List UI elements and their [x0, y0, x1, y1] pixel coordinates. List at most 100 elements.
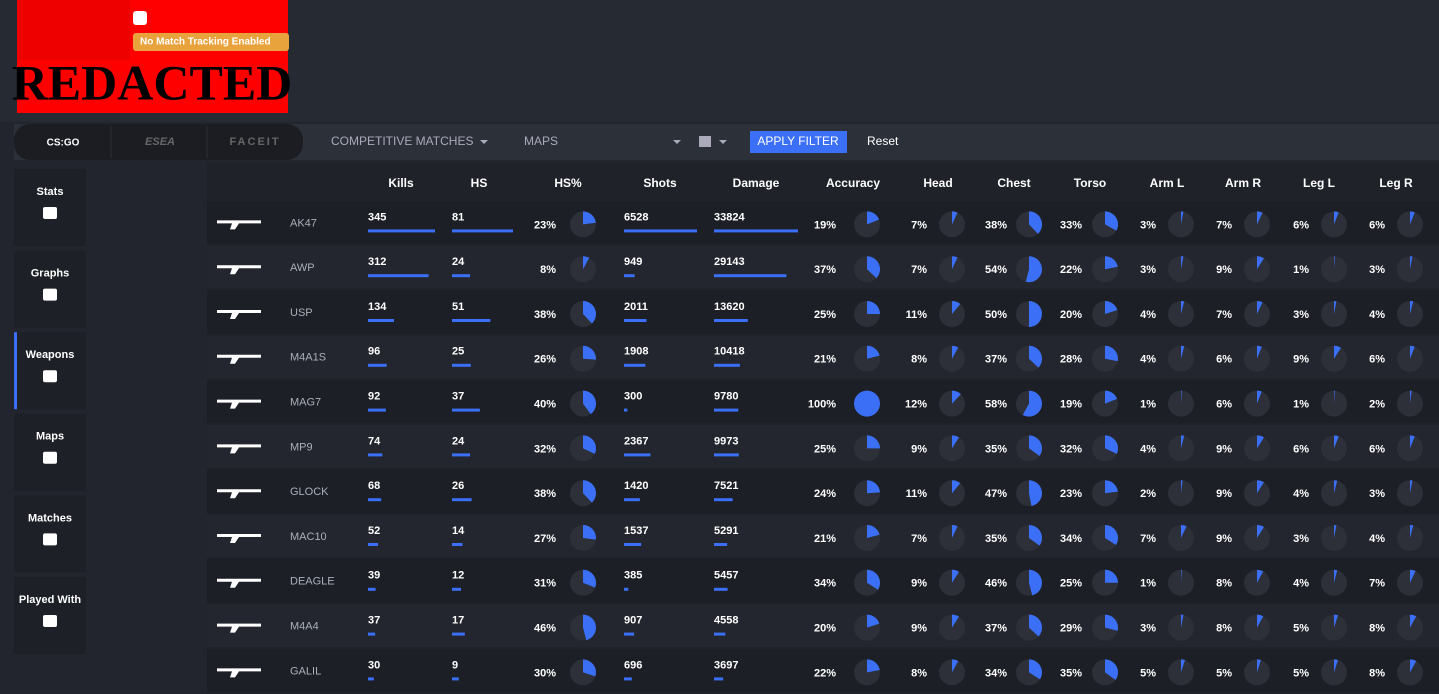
tracking-badge[interactable] — [133, 33, 289, 51]
cell-value: 1420 — [624, 480, 648, 492]
pie-slice — [1334, 525, 1337, 538]
cell-percent: 19% — [814, 219, 836, 231]
cell-bar — [452, 363, 471, 367]
cell-percent: 37% — [985, 623, 1007, 635]
column-header: Arm L — [1150, 176, 1185, 190]
cell-percent: 9% — [911, 443, 927, 455]
cell-percent: 8% — [1369, 623, 1385, 635]
cell-percent: 28% — [1060, 354, 1082, 366]
cell-bar — [368, 363, 387, 367]
pie-slice — [1105, 614, 1118, 631]
pie-slice — [583, 569, 597, 588]
cell-value: 345 — [368, 211, 386, 223]
nav-icon — [43, 288, 57, 301]
cell-bar — [624, 587, 629, 591]
pie-slice — [1022, 390, 1043, 417]
cell-percent: 40% — [534, 399, 556, 411]
reset-button[interactable]: Reset — [867, 134, 899, 148]
cell-value: 52 — [368, 525, 380, 537]
cell-value: 33824 — [714, 211, 745, 223]
column-header: Leg L — [1303, 176, 1335, 190]
column-header: Damage — [733, 176, 780, 190]
tab-faceit[interactable]: FACEIT — [229, 136, 280, 148]
pie-slice — [1334, 256, 1335, 270]
cell-percent: 1% — [1293, 399, 1309, 411]
cell-percent: 20% — [1060, 309, 1082, 321]
cell-value: 7521 — [714, 480, 738, 492]
weapon-icon — [217, 310, 261, 319]
cell-percent: 27% — [534, 533, 556, 545]
cell-percent: 11% — [906, 309, 928, 321]
cell-bar — [714, 677, 724, 681]
nav-label: Weapons — [26, 349, 75, 361]
nav-icon — [43, 615, 57, 627]
nav-label: Maps — [36, 431, 64, 443]
pie-slice — [867, 256, 881, 279]
cell-value: 24 — [452, 435, 465, 447]
cell-bar — [368, 677, 374, 681]
cell-percent: 7% — [1216, 309, 1232, 321]
pie-slice — [1029, 211, 1043, 234]
nav-active — [14, 332, 17, 410]
cell-bar — [714, 408, 739, 412]
pie-slice — [1105, 345, 1118, 362]
column-header: Leg R — [1379, 176, 1413, 190]
tab-esea[interactable]: ESEA — [145, 136, 175, 148]
cell-percent: 1% — [1140, 399, 1156, 411]
cell-value: 29143 — [714, 256, 745, 268]
pie-slice — [1181, 256, 1184, 270]
cell-percent: 6% — [1369, 219, 1385, 231]
row-bg — [207, 245, 1439, 289]
apply-button[interactable] — [750, 131, 847, 153]
pie-slice — [1334, 345, 1341, 359]
steam-icon[interactable] — [133, 11, 147, 25]
row-bg — [207, 201, 1439, 244]
pie-slice — [1181, 659, 1186, 673]
pie-slice — [1410, 614, 1417, 628]
tab-csgo[interactable]: CS:GO — [47, 138, 80, 149]
cell-value: 39 — [368, 570, 380, 582]
cell-bar — [452, 677, 459, 681]
cell-bar — [624, 274, 635, 278]
pie-slice — [1029, 614, 1042, 637]
mode-dropdown[interactable]: COMPETITIVE MATCHES — [331, 134, 473, 148]
cell-value: 13620 — [714, 301, 745, 313]
cell-value: 9973 — [714, 435, 738, 447]
pie-slice — [1105, 569, 1118, 583]
row-bg — [207, 604, 1439, 647]
column-header: Shots — [643, 176, 677, 190]
cell-value: 1908 — [624, 346, 648, 358]
pie-slice — [1410, 480, 1413, 494]
pie-slice — [1410, 301, 1414, 314]
cell-value: 37 — [452, 391, 464, 403]
pie-slice — [1257, 211, 1263, 225]
cell-percent: 7% — [1140, 533, 1156, 545]
calendar-icon[interactable] — [699, 136, 711, 147]
pie-slice — [1410, 211, 1415, 225]
cell-value: 696 — [624, 659, 642, 671]
pie-slice — [867, 525, 880, 538]
cell-percent: 6% — [1293, 219, 1309, 231]
row-bg — [207, 469, 1439, 513]
pie-slice — [1410, 435, 1415, 449]
cell-percent: 7% — [1369, 578, 1385, 590]
pie-slice — [1105, 211, 1118, 231]
pie-slice — [1105, 435, 1118, 454]
pie-slice — [1410, 569, 1416, 583]
cell-percent: 47% — [985, 488, 1007, 500]
cell-bar — [714, 453, 739, 457]
weapon-name: GALIL — [290, 665, 321, 677]
pie-slice — [854, 390, 880, 417]
cell-bar — [624, 408, 628, 412]
cell-value: 385 — [624, 570, 642, 582]
pie-slice — [867, 345, 880, 359]
cell-percent: 38% — [534, 309, 556, 321]
weapon-icon — [217, 623, 261, 633]
maps-dropdown[interactable]: MAPS — [524, 134, 558, 148]
pie-slice — [1334, 211, 1339, 225]
cell-percent: 35% — [1060, 667, 1082, 679]
pie-slice — [867, 569, 880, 590]
cell-percent: 9% — [1216, 488, 1232, 500]
cell-percent: 46% — [534, 623, 556, 635]
nav-icon — [43, 533, 57, 546]
